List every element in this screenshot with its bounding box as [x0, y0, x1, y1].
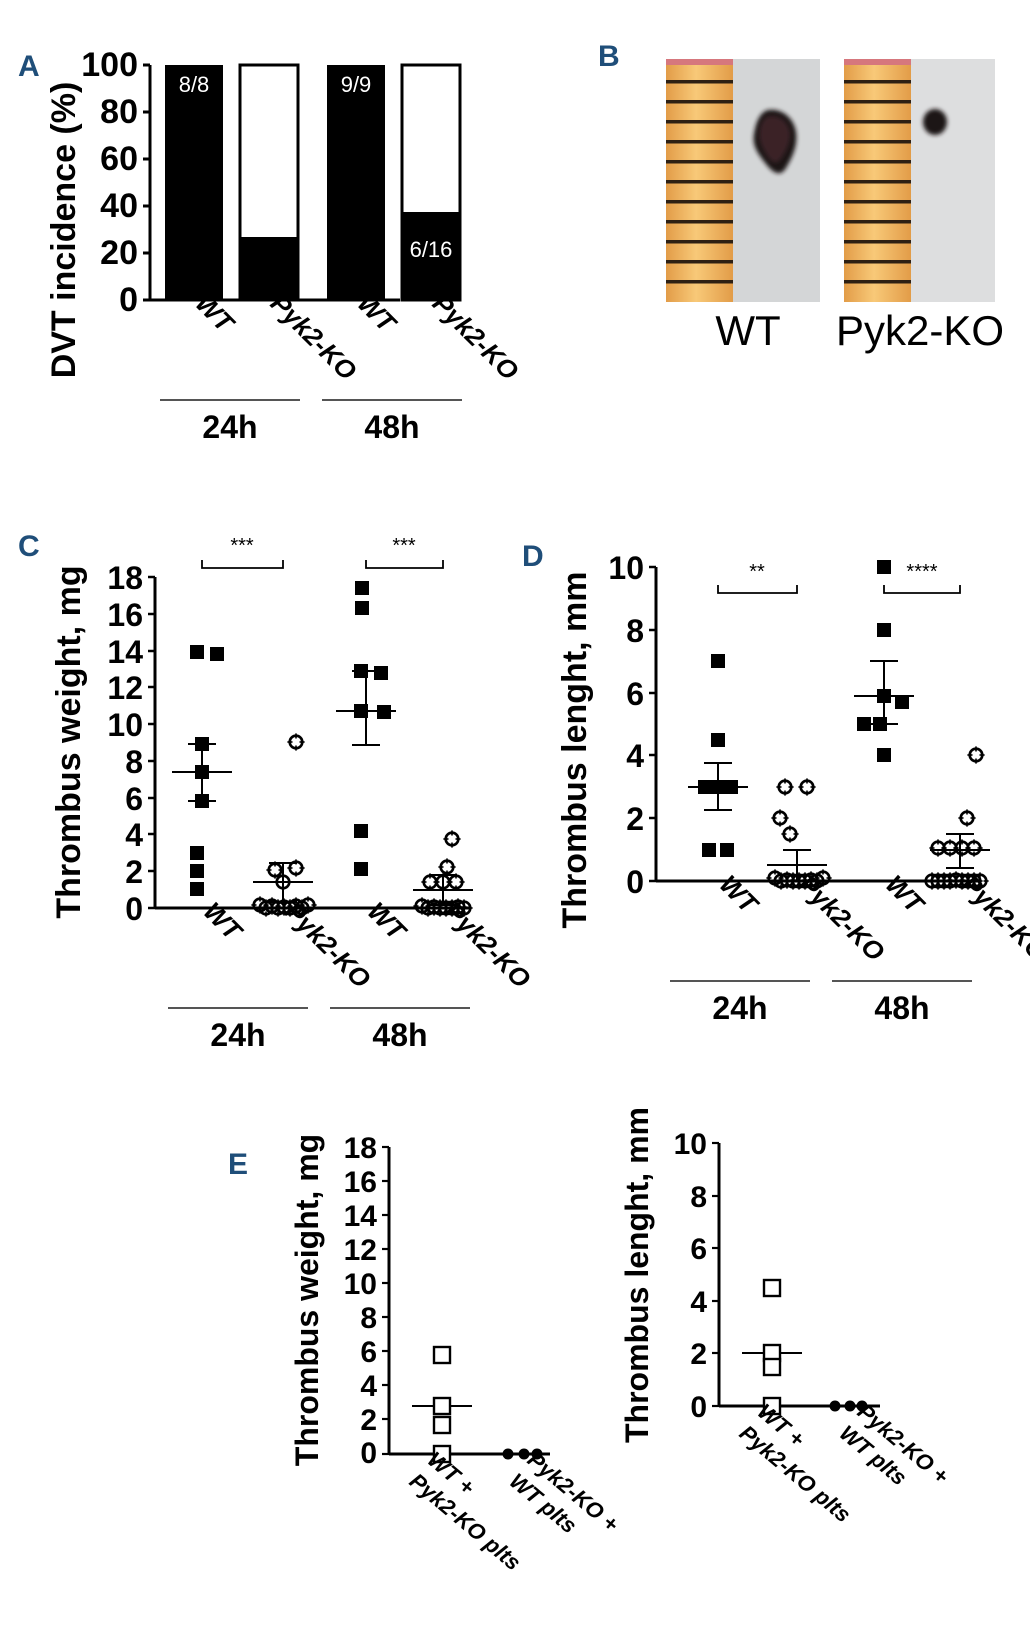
svg-text:14: 14	[107, 634, 143, 670]
svg-text:100: 100	[81, 46, 138, 84]
svg-text:80: 80	[100, 93, 138, 131]
svg-text:8: 8	[360, 1302, 377, 1335]
svg-text:4: 4	[690, 1286, 707, 1319]
svg-text:Thrombus lenght, mm: Thrombus lenght, mm	[619, 1107, 655, 1443]
svg-text:Pyk2-KO + WT plts: Pyk2-KO + WT plts	[505, 1447, 629, 1563]
svg-text:16: 16	[107, 597, 143, 633]
svg-text:Pyk2-KO: Pyk2-KO	[793, 869, 891, 967]
svg-text:WT: WT	[362, 896, 413, 947]
svg-text:24h: 24h	[712, 990, 767, 1026]
svg-text:6: 6	[626, 676, 644, 712]
svg-text:48h: 48h	[874, 990, 929, 1026]
svg-text:24h: 24h	[202, 409, 257, 445]
svg-text:48h: 48h	[372, 1017, 427, 1053]
svg-text:6/16: 6/16	[410, 237, 453, 262]
svg-text:6: 6	[360, 1336, 377, 1369]
svg-text:2: 2	[626, 801, 644, 837]
svg-text:4: 4	[125, 817, 143, 853]
svg-text:12: 12	[344, 1234, 377, 1267]
svg-text:6: 6	[125, 781, 143, 817]
svg-text:0: 0	[360, 1437, 377, 1470]
svg-text:14: 14	[344, 1200, 378, 1233]
svg-text:DVT incidence (%): DVT incidence (%)	[45, 82, 83, 379]
svg-text:Pyk2-KO: Pyk2-KO	[265, 288, 363, 386]
svg-text:9/9: 9/9	[341, 72, 372, 97]
svg-text:0: 0	[125, 891, 143, 927]
svg-text:4: 4	[360, 1370, 377, 1403]
svg-text:16: 16	[344, 1166, 377, 1199]
svg-text:WT: WT	[715, 307, 780, 354]
svg-text:0: 0	[690, 1391, 707, 1424]
svg-text:6: 6	[690, 1233, 707, 1266]
svg-text:10: 10	[608, 550, 644, 586]
svg-text:12: 12	[107, 670, 143, 706]
svg-text:WT: WT	[198, 896, 249, 947]
svg-text:Thrombus weight, mg: Thrombus weight, mg	[50, 565, 88, 918]
svg-text:18: 18	[344, 1132, 377, 1165]
svg-text:**: **	[749, 561, 765, 583]
svg-text:10: 10	[344, 1268, 377, 1301]
svg-text:20: 20	[100, 234, 138, 272]
svg-text:48h: 48h	[364, 409, 419, 445]
svg-text:0: 0	[119, 281, 138, 319]
svg-text:10: 10	[107, 707, 143, 743]
svg-text:2: 2	[360, 1404, 377, 1437]
svg-text:****: ****	[906, 561, 937, 583]
svg-text:4: 4	[626, 738, 644, 774]
svg-text:2: 2	[690, 1338, 707, 1371]
svg-text:***: ***	[230, 535, 254, 557]
svg-text:Pyk2-KO: Pyk2-KO	[427, 288, 520, 386]
svg-text:Pyk2-KO: Pyk2-KO	[956, 869, 1030, 967]
svg-text:2: 2	[125, 854, 143, 890]
svg-text:Thrombus weight, mg: Thrombus weight, mg	[289, 1134, 325, 1466]
svg-text:4/15: 4/15	[248, 210, 291, 235]
svg-text:8: 8	[626, 613, 644, 649]
svg-text:WT: WT	[714, 869, 765, 920]
svg-text:Thrombus lenght, mm: Thrombus lenght, mm	[556, 572, 594, 929]
svg-text:***: ***	[392, 535, 416, 557]
svg-text:WT + Pyk2-KO plts: WT + Pyk2-KO plts	[405, 1447, 544, 1576]
svg-text:8: 8	[125, 744, 143, 780]
svg-text:Pyk2-KO: Pyk2-KO	[836, 307, 1004, 354]
svg-text:8/8: 8/8	[179, 72, 210, 97]
svg-text:18: 18	[107, 560, 143, 596]
svg-text:WT + Pyk2-KO plts: WT + Pyk2-KO plts	[735, 1399, 874, 1528]
svg-text:Pyk2-KO + WT plts: Pyk2-KO + WT plts	[835, 1399, 959, 1515]
svg-text:10: 10	[674, 1128, 707, 1161]
svg-text:40: 40	[100, 187, 138, 225]
svg-text:Pyk2-KO: Pyk2-KO	[279, 896, 377, 994]
svg-text:60: 60	[100, 140, 138, 178]
svg-text:24h: 24h	[210, 1017, 265, 1053]
svg-text:WT: WT	[880, 869, 931, 920]
svg-text:0: 0	[626, 864, 644, 900]
svg-text:8: 8	[690, 1181, 707, 1214]
